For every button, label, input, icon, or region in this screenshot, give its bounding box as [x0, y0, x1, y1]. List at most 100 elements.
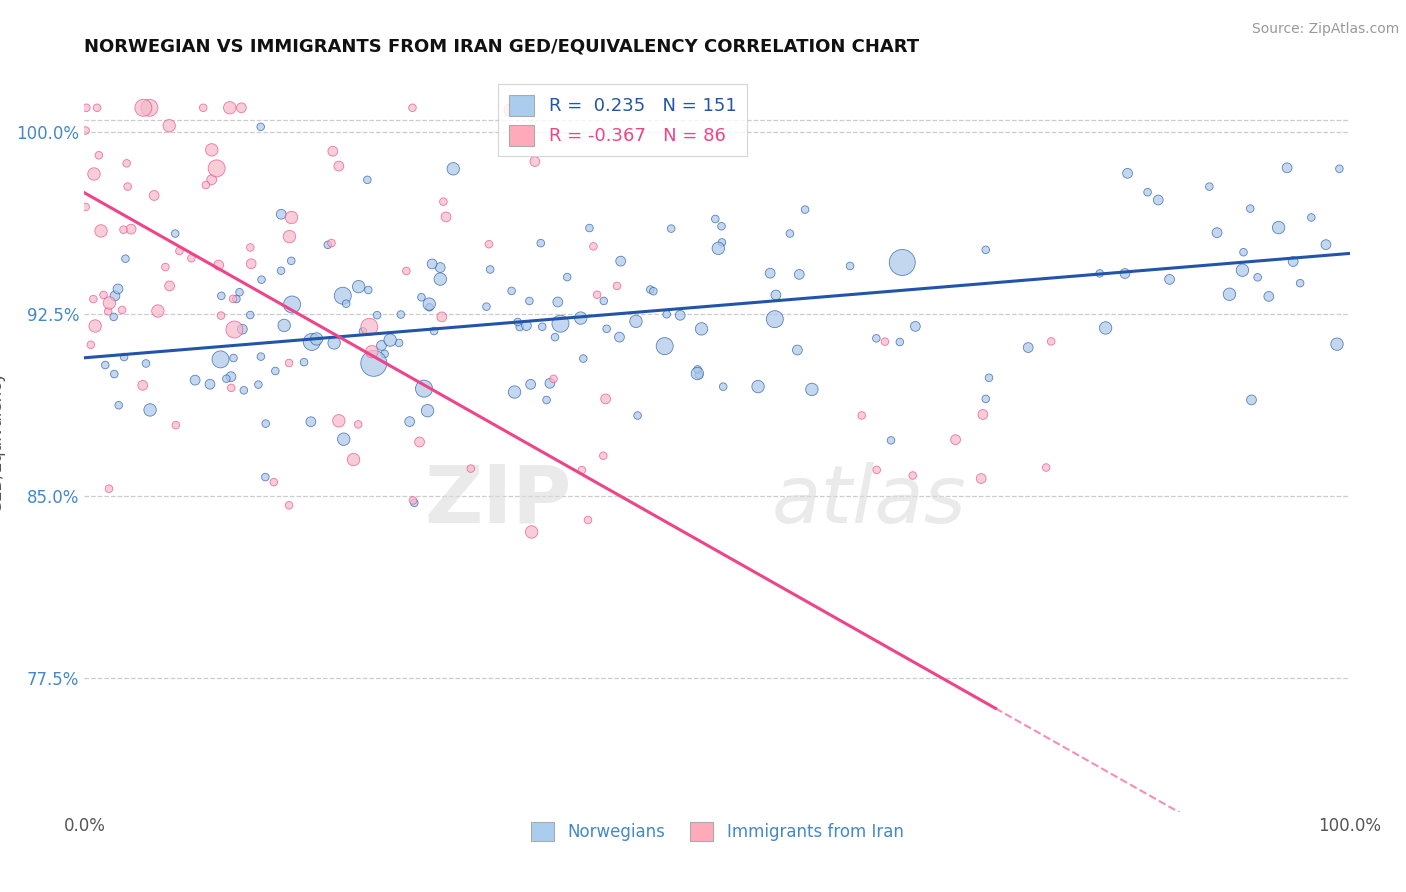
Point	[335, 296, 357, 310]
Point	[970, 471, 993, 485]
Point	[281, 297, 304, 311]
Point	[1040, 334, 1063, 349]
Point	[270, 207, 292, 221]
Point	[1136, 186, 1159, 200]
Point	[374, 347, 396, 361]
Point	[536, 392, 558, 407]
Point	[1218, 287, 1240, 301]
Point	[1329, 161, 1351, 176]
Point	[165, 227, 187, 241]
Point	[239, 308, 262, 322]
Text: atlas: atlas	[772, 462, 966, 540]
Point	[208, 258, 231, 272]
Point	[747, 379, 769, 393]
Point	[342, 452, 364, 467]
Point	[228, 285, 250, 300]
Point	[98, 482, 121, 496]
Point	[97, 304, 120, 318]
Point	[90, 224, 112, 238]
Point	[112, 223, 135, 237]
Point	[413, 382, 436, 396]
Point	[478, 237, 501, 252]
Point	[571, 463, 593, 477]
Point	[1035, 460, 1057, 475]
Text: NORWEGIAN VS IMMIGRANTS FROM IRAN GED/EQUIVALENCY CORRELATION CHART: NORWEGIAN VS IMMIGRANTS FROM IRAN GED/EQ…	[84, 38, 920, 56]
Point	[107, 282, 129, 296]
Point	[209, 289, 232, 303]
Point	[366, 308, 388, 322]
Point	[865, 331, 887, 345]
Point	[520, 524, 543, 539]
Point	[360, 344, 382, 359]
Point	[411, 290, 433, 304]
Point	[250, 350, 273, 364]
Point	[264, 364, 287, 378]
Point	[1289, 276, 1312, 290]
Point	[356, 173, 378, 187]
Point	[1246, 270, 1268, 285]
Point	[523, 154, 546, 169]
Point	[363, 356, 385, 370]
Point	[595, 392, 617, 406]
Point	[395, 264, 418, 278]
Point	[704, 211, 727, 226]
Point	[280, 211, 302, 225]
Point	[1088, 267, 1111, 281]
Point	[398, 415, 420, 429]
Point	[1275, 161, 1298, 175]
Point	[530, 236, 553, 251]
Point	[945, 433, 967, 447]
Point	[1206, 226, 1229, 240]
Point	[800, 383, 823, 397]
Point	[519, 377, 541, 392]
Point	[586, 287, 609, 301]
Point	[240, 257, 263, 271]
Point	[538, 376, 561, 391]
Point	[84, 318, 107, 333]
Point	[891, 255, 914, 269]
Point	[582, 239, 605, 253]
Point	[292, 355, 315, 369]
Point	[193, 101, 215, 115]
Point	[316, 237, 339, 252]
Point	[434, 210, 457, 224]
Point	[155, 260, 177, 274]
Point	[184, 373, 207, 387]
Point	[103, 367, 125, 381]
Point	[416, 403, 439, 417]
Point	[180, 252, 202, 266]
Point	[501, 284, 523, 298]
Point	[904, 319, 927, 334]
Point	[519, 293, 541, 308]
Point	[1017, 341, 1039, 355]
Point	[420, 257, 443, 271]
Point	[609, 330, 631, 344]
Point	[787, 268, 810, 282]
Point	[765, 288, 787, 302]
Point	[323, 335, 346, 350]
Point	[104, 289, 127, 303]
Point	[139, 403, 162, 417]
Point	[94, 358, 117, 372]
Point	[688, 368, 710, 382]
Point	[429, 272, 451, 286]
Point	[75, 200, 97, 214]
Point	[117, 179, 139, 194]
Point	[347, 417, 370, 432]
Point	[972, 408, 994, 422]
Point	[157, 119, 180, 133]
Point	[430, 310, 453, 324]
Point	[254, 417, 277, 431]
Point	[359, 319, 381, 334]
Point	[1239, 202, 1261, 216]
Point	[839, 259, 862, 273]
Legend: Norwegians, Immigrants from Iran: Norwegians, Immigrants from Iran	[524, 815, 910, 847]
Point	[786, 343, 808, 357]
Point	[432, 194, 454, 209]
Point	[640, 283, 662, 297]
Point	[974, 392, 997, 406]
Point	[225, 292, 247, 306]
Point	[224, 322, 246, 336]
Point	[711, 379, 734, 393]
Point	[707, 241, 730, 255]
